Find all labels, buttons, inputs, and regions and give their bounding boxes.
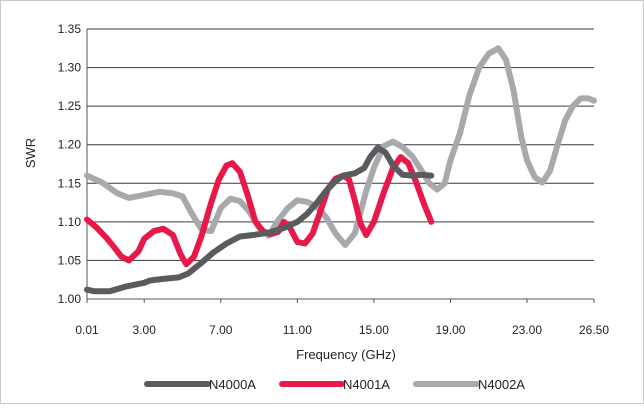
x-axis-label: Frequency (GHz) (296, 347, 396, 362)
x-tick-label: 11.00 (283, 323, 312, 337)
x-tick-labels: 0.01 3.00 7.00 11.00 15.00 19.00 23.00 26.50 (75, 323, 609, 337)
y-tick-label: 1.15 (58, 176, 82, 190)
y-tick-label: 1.35 (58, 22, 82, 36)
x-tick-label: 15.00 (359, 323, 389, 337)
legend-label-n4002a: N4002A (478, 377, 525, 392)
y-tick-labels: 1.00 1.05 1.10 1.15 1.20 1.25 1.30 1.35 (58, 22, 82, 306)
y-tick-label: 1.20 (58, 138, 82, 152)
x-tick-label: 3.00 (133, 323, 157, 337)
series-lines (84, 45, 597, 295)
legend: N4000A N4001A N4002A (144, 377, 525, 392)
legend-label-n4001a: N4001A (343, 377, 390, 392)
series-line-n4001a (84, 154, 435, 268)
x-tick-label: 23.00 (512, 323, 542, 337)
legend-label-n4000a: N4000A (209, 377, 256, 392)
y-tick-label: 1.25 (58, 99, 82, 113)
y-tick-label: 1.05 (58, 253, 82, 267)
y-axis-label: SWR (23, 138, 38, 168)
series-line-n4000a (84, 144, 435, 295)
x-tick-label: 26.50 (579, 323, 609, 337)
x-tick-label: 19.00 (435, 323, 465, 337)
y-tick-label: 1.00 (58, 292, 82, 306)
x-tick-label: 7.00 (209, 323, 233, 337)
x-tick-label: 0.01 (75, 323, 99, 337)
y-tick-label: 1.10 (58, 215, 82, 229)
grid-lines (86, 28, 595, 303)
series-line-n4002a (84, 45, 597, 248)
y-tick-label: 1.30 (58, 61, 82, 75)
